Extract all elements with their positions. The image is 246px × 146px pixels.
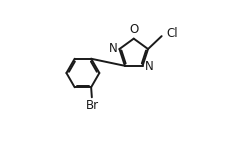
Text: N: N	[109, 42, 118, 55]
Text: N: N	[144, 60, 153, 73]
Text: Cl: Cl	[167, 27, 178, 40]
Text: Br: Br	[86, 99, 99, 112]
Text: O: O	[129, 23, 138, 36]
